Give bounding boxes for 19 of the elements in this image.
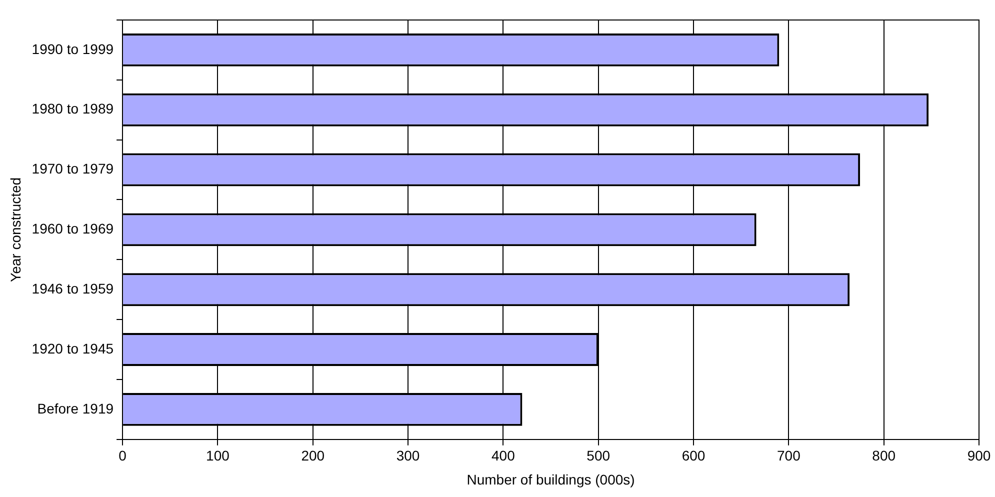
y-tick-label: 1960 to 1969: [32, 220, 114, 237]
x-tick-label: 0: [118, 448, 127, 464]
y-tick-label: Before 1919: [37, 400, 114, 416]
y-tick-label: 1970 to 1979: [32, 160, 114, 177]
y-axis-title: Year constructed: [7, 177, 24, 282]
y-tick-label: 1946 to 1959: [32, 280, 114, 296]
x-tick-label: 900: [967, 448, 991, 464]
x-tick-label: 400: [492, 448, 516, 464]
x-tick-label: 700: [776, 448, 801, 464]
x-axis-title: Number of buildings (000s): [466, 471, 635, 488]
x-tick-label: 500: [586, 448, 610, 464]
y-tick-label: 1990 to 1999: [32, 40, 114, 57]
x-tick-label: 100: [206, 448, 230, 464]
x-tick-label: 800: [872, 448, 896, 464]
x-tick-label: 300: [396, 448, 420, 464]
x-tick-label: 600: [682, 448, 706, 464]
y-tick-label: 1920 to 1945: [32, 340, 114, 356]
x-tick-label: 200: [301, 448, 325, 464]
y-tick-label: 1980 to 1989: [32, 100, 114, 117]
